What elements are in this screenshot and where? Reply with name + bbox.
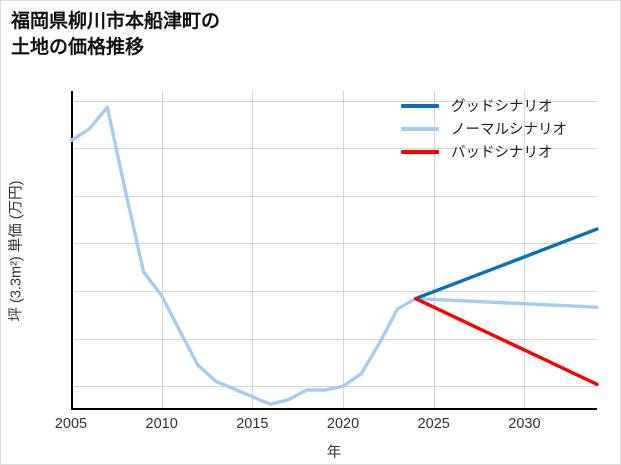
legend-item-label: ノーマルシナリオ bbox=[451, 122, 567, 138]
legend-color-swatch bbox=[401, 126, 439, 131]
series-lines bbox=[69, 105, 599, 406]
gridline-horizontal bbox=[71, 243, 597, 245]
x-tick-label: 2025 bbox=[417, 416, 450, 432]
series-line bbox=[413, 227, 599, 301]
gridline-horizontal bbox=[71, 290, 597, 292]
legend-item-label: バッドシナリオ bbox=[451, 145, 553, 161]
gridline-vertical bbox=[433, 91, 435, 410]
gridline-horizontal bbox=[71, 100, 597, 102]
y-axis-label: 坪 (3.3m²) 単価 (万円) bbox=[8, 180, 25, 321]
gridline-vertical bbox=[252, 91, 254, 410]
plot-axes-frame bbox=[71, 91, 597, 410]
legend-item[interactable]: バッドシナリオ bbox=[401, 140, 601, 163]
gridline-horizontal bbox=[71, 148, 597, 150]
gridline-vertical bbox=[343, 91, 345, 410]
legend-color-swatch bbox=[401, 149, 439, 154]
series-line bbox=[69, 105, 599, 406]
x-tick-label: 2030 bbox=[508, 416, 541, 432]
legend-item[interactable]: ノーマルシナリオ bbox=[401, 117, 601, 140]
gridline-vertical bbox=[161, 91, 163, 410]
page-title: 福岡県柳川市本船津町の 土地の価格推移 bbox=[11, 11, 221, 58]
legend-item[interactable]: グッドシナリオ bbox=[401, 94, 601, 117]
x-tick-label: 2020 bbox=[326, 416, 360, 432]
gridline-horizontal bbox=[71, 338, 597, 340]
x-tick-label: 2005 bbox=[54, 416, 88, 432]
legend-color-swatch bbox=[401, 103, 439, 108]
x-tick-label: 2010 bbox=[145, 416, 178, 432]
gridline-vertical bbox=[524, 91, 526, 410]
gridline-horizontal bbox=[71, 195, 597, 197]
legend-item-label: グッドシナリオ bbox=[451, 99, 553, 115]
series-line bbox=[413, 296, 599, 386]
chart-legend: グッドシナリオ ノーマルシナリオ バッドシナリオ bbox=[401, 94, 601, 163]
x-tick-label: 2015 bbox=[236, 416, 269, 432]
plot-area: 7.58.08.59.09.510.010.5 2005201020152020… bbox=[9, 91, 599, 461]
x-axis-label: 年 bbox=[326, 445, 342, 461]
